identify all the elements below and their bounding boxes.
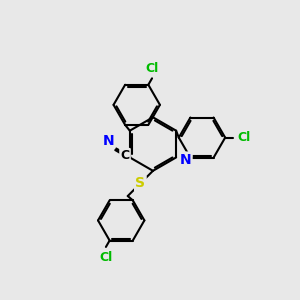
Text: N: N bbox=[180, 153, 191, 167]
Text: Cl: Cl bbox=[146, 62, 159, 75]
Text: N: N bbox=[103, 134, 114, 148]
Text: S: S bbox=[135, 176, 146, 190]
Text: Cl: Cl bbox=[237, 131, 250, 144]
Text: Cl: Cl bbox=[99, 250, 112, 263]
Text: C: C bbox=[121, 149, 130, 162]
